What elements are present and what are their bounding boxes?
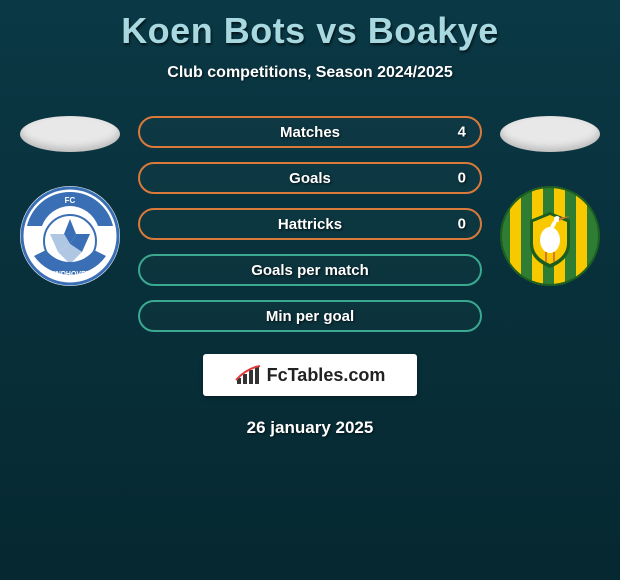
brand-box: FcTables.com — [203, 354, 417, 396]
stat-row-hattricks: Hattricks 0 — [138, 208, 482, 240]
stat-label: Goals — [289, 170, 331, 187]
ado-den-haag-logo-icon — [500, 186, 600, 286]
left-player-col: FC EINDHOVEN — [20, 116, 120, 286]
stat-label: Min per goal — [266, 308, 354, 325]
subtitle: Club competitions, Season 2024/2025 — [0, 64, 620, 82]
right-player-col — [500, 116, 600, 286]
bar-chart-icon — [235, 364, 261, 386]
right-club-badge — [500, 186, 600, 286]
stat-row-min-per-goal: Min per goal — [138, 300, 482, 332]
right-player-photo — [500, 116, 600, 152]
svg-text:EINDHOVEN: EINDHOVEN — [49, 271, 91, 278]
svg-text:FC: FC — [65, 196, 76, 205]
page-title: Koen Bots vs Boakye — [0, 0, 620, 52]
fc-eindhoven-logo-icon: FC EINDHOVEN — [20, 186, 120, 286]
stat-label: Matches — [280, 124, 340, 141]
stat-label: Goals per match — [251, 262, 369, 279]
stat-row-matches: Matches 4 — [138, 116, 482, 148]
stats-column: Matches 4 Goals 0 Hattricks 0 Goals per … — [138, 116, 482, 332]
left-player-photo — [20, 116, 120, 152]
date-text: 26 january 2025 — [0, 418, 620, 438]
stat-right-value: 0 — [458, 170, 466, 187]
stat-row-goals: Goals 0 — [138, 162, 482, 194]
stat-row-goals-per-match: Goals per match — [138, 254, 482, 286]
left-club-badge: FC EINDHOVEN — [20, 186, 120, 286]
brand-text: FcTables.com — [267, 365, 386, 386]
stat-label: Hattricks — [278, 216, 342, 233]
stat-right-value: 0 — [458, 216, 466, 233]
stat-right-value: 4 — [458, 124, 466, 141]
comparison-row: FC EINDHOVEN Matches 4 Goals 0 Hattricks — [0, 116, 620, 332]
